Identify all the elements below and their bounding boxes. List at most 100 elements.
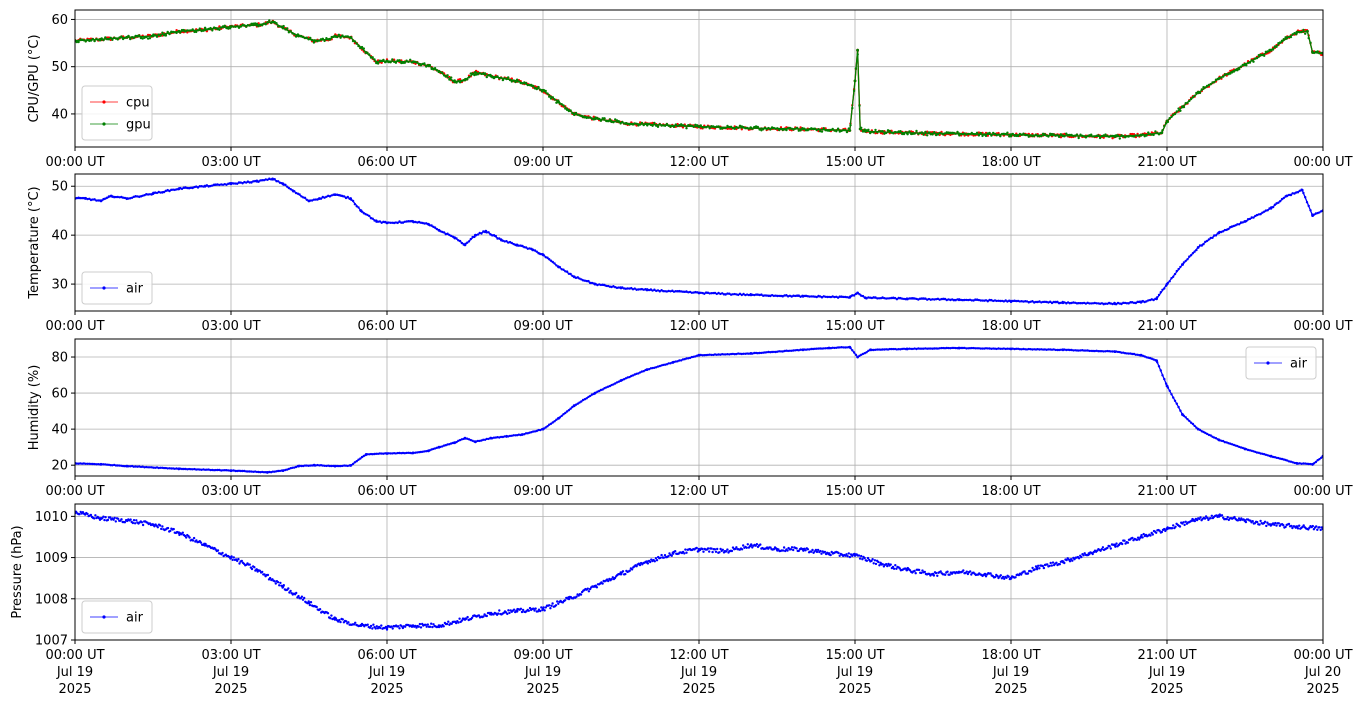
data-point — [1179, 409, 1182, 412]
data-point — [1127, 135, 1130, 138]
data-point — [992, 299, 995, 303]
data-point — [769, 294, 772, 298]
data-point — [1123, 352, 1127, 355]
data-point — [1068, 560, 1072, 563]
data-point — [943, 132, 947, 135]
data-point — [717, 353, 720, 356]
data-point — [1265, 524, 1268, 528]
data-point — [772, 350, 776, 354]
data-point — [572, 275, 576, 279]
y-axis-label: Temperature (°C) — [27, 186, 42, 299]
data-point — [1209, 434, 1212, 437]
data-point — [113, 516, 116, 520]
data-point — [999, 135, 1002, 138]
data-point — [540, 606, 543, 609]
data-point — [864, 130, 867, 133]
y-tick-label: 40 — [51, 423, 68, 438]
data-point — [688, 290, 692, 294]
data-point — [1049, 348, 1052, 351]
data-point — [116, 38, 120, 41]
data-point — [710, 292, 713, 295]
data-point — [870, 130, 874, 133]
data-point — [207, 27, 210, 31]
data-point — [968, 347, 972, 350]
x-tick-date-label: Jul 19 — [992, 665, 1029, 680]
data-point — [808, 348, 811, 351]
data-point — [861, 130, 865, 133]
data-point — [701, 547, 704, 551]
data-point — [297, 34, 300, 38]
data-point — [665, 363, 669, 366]
data-point — [273, 178, 276, 181]
data-point — [883, 297, 886, 300]
data-point — [1054, 300, 1057, 304]
data-point — [1275, 524, 1278, 527]
data-point — [1106, 546, 1109, 550]
data-point — [874, 132, 877, 135]
data-point — [1004, 132, 1007, 136]
data-point — [1025, 133, 1029, 137]
data-point — [785, 128, 788, 132]
data-point — [211, 468, 214, 472]
data-point — [431, 625, 434, 629]
data-point — [1170, 277, 1173, 280]
data-point — [503, 77, 506, 80]
data-point — [145, 35, 148, 39]
data-point — [195, 539, 198, 542]
data-point — [380, 624, 383, 627]
data-point — [1234, 224, 1237, 227]
data-point — [293, 466, 296, 469]
data-point — [312, 463, 316, 467]
data-point — [1018, 132, 1022, 136]
data-point — [301, 598, 305, 601]
data-point — [769, 351, 772, 354]
x-tick-label: 12:00 UT — [669, 319, 728, 334]
data-point — [483, 72, 487, 75]
data-point — [246, 180, 250, 183]
data-point — [927, 297, 931, 301]
data-point — [309, 464, 312, 467]
data-point — [359, 209, 363, 213]
data-point — [1111, 350, 1114, 353]
data-point — [1040, 135, 1043, 138]
data-point — [175, 31, 178, 35]
data-point — [411, 451, 415, 455]
data-point — [1200, 88, 1204, 91]
data-point — [84, 40, 87, 43]
data-point — [1034, 133, 1038, 136]
data-point — [872, 348, 875, 352]
data-point — [756, 293, 759, 296]
data-point — [347, 621, 350, 624]
data-point — [1091, 302, 1095, 305]
data-point — [333, 464, 337, 468]
data-point — [1054, 348, 1057, 352]
data-point — [116, 464, 120, 467]
legend-box — [81, 85, 153, 141]
data-point — [186, 468, 189, 471]
data-point — [815, 347, 818, 350]
data-point — [1300, 462, 1303, 465]
data-point — [1223, 73, 1227, 76]
data-point — [845, 296, 849, 299]
data-point — [869, 131, 872, 135]
data-point — [913, 297, 916, 300]
data-point — [121, 37, 125, 41]
data-point — [1209, 83, 1212, 86]
data-point — [362, 47, 365, 50]
data-point — [866, 556, 870, 560]
data-point — [1269, 48, 1273, 52]
x-tick-label: 15:00 UT — [825, 484, 884, 499]
data-point — [220, 183, 223, 186]
data-point — [1205, 239, 1209, 243]
data-point — [1136, 132, 1139, 136]
data-point — [811, 548, 814, 552]
data-point — [437, 228, 441, 232]
data-point — [129, 465, 132, 468]
data-point — [669, 290, 672, 293]
data-point — [1293, 192, 1296, 195]
data-point — [1217, 515, 1221, 518]
data-point — [97, 38, 100, 41]
data-point — [979, 299, 982, 302]
data-point — [838, 346, 841, 349]
data-point — [1266, 521, 1269, 524]
